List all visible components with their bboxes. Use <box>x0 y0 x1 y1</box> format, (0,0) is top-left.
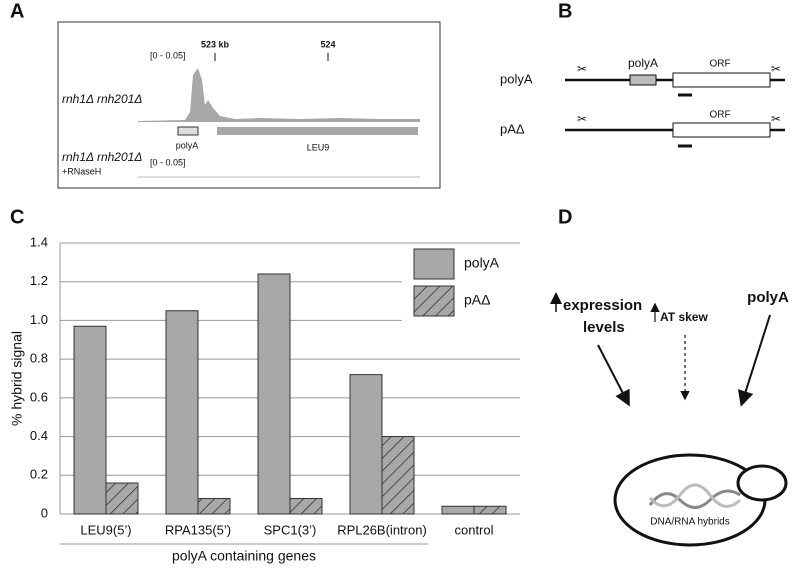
bar <box>473 505 507 515</box>
bar <box>197 498 231 515</box>
polyA-box <box>629 74 657 86</box>
scissors: ✂ <box>771 62 781 76</box>
group-label: polyA containing genes <box>172 548 316 564</box>
bar-chart: 0 0.2 0.4 0.6 0.8 1.0 1.2 1.4 % hybrid signal LEU… <box>9 234 520 564</box>
y-tick-label: 0.6 <box>30 389 48 404</box>
legend-swatch <box>413 285 455 317</box>
nucleus <box>613 453 767 547</box>
arrow <box>738 314 771 407</box>
factor: AT skew <box>660 310 708 324</box>
box-label: ORF <box>709 110 730 121</box>
scissors: ✂ <box>771 112 781 126</box>
feature-label: polyA <box>176 140 199 150</box>
row-label: polyA <box>500 71 533 86</box>
y-tick-label: 1.0 <box>30 312 48 327</box>
hybrid-label: DNA/RNA hybrids <box>650 517 729 528</box>
scale: [0 - 0.05] <box>150 50 186 60</box>
feature-label: LEU9 <box>307 142 330 152</box>
bar <box>73 325 107 515</box>
y-axis-label: % hybrid signal <box>9 331 25 426</box>
orf-box <box>672 122 771 138</box>
hybrid-strand <box>648 483 742 508</box>
scale: [0 - 0.05] <box>150 157 186 167</box>
panel-label: D <box>558 206 572 228</box>
track-label: rnh1Δ rnh201Δ <box>62 150 142 164</box>
browser-frame <box>57 21 441 189</box>
polyA-feature <box>177 126 199 136</box>
x-tick-label: RPL26B(intron) <box>337 522 427 537</box>
bar <box>349 374 383 515</box>
scissors: ✂ <box>577 62 587 76</box>
row-label: pAΔ <box>500 121 525 136</box>
x-tick-label: RPA135(5’) <box>165 522 231 537</box>
coord: 523 kb <box>201 39 230 49</box>
x-tick-label: SPC1(3’) <box>264 522 317 537</box>
factor: polyA <box>747 289 789 306</box>
factor: levels <box>583 319 625 336</box>
y-tick-label: 1.4 <box>30 234 48 249</box>
arrow <box>597 344 630 407</box>
track-note: +RNaseH <box>62 166 101 176</box>
x-tick-label: LEU9(5’) <box>80 522 131 537</box>
panel-label: B <box>558 0 572 22</box>
bar <box>441 505 475 515</box>
coord: 524 <box>320 39 335 49</box>
y-tick-label: 0.2 <box>30 467 48 482</box>
legend-label: polyA <box>464 255 500 271</box>
box-label: ORF <box>709 59 730 70</box>
bar <box>165 310 199 515</box>
factor: expression <box>563 297 642 314</box>
y-tick-label: 0 <box>41 505 48 520</box>
coverage-track <box>138 68 420 122</box>
y-tick-label: 0.8 <box>30 351 48 366</box>
legend-label: pAΔ <box>464 292 490 308</box>
panel-label: C <box>10 206 24 228</box>
track-label: rnh1Δ rnh201Δ <box>62 92 142 106</box>
bar <box>105 482 139 515</box>
y-tick-label: 1.2 <box>30 273 48 288</box>
nucleolus <box>736 464 788 502</box>
x-tick-label: control <box>454 522 493 537</box>
gene-feature <box>217 127 418 135</box>
scissors: ✂ <box>577 112 587 126</box>
bar <box>289 498 323 515</box>
legend-swatch <box>413 248 455 280</box>
bar <box>381 436 415 515</box>
bar <box>257 273 291 515</box>
box-label: polyA <box>628 56 658 70</box>
panel-label: A <box>10 0 24 22</box>
orf-box <box>672 72 771 88</box>
y-tick-label: 0.4 <box>30 428 48 443</box>
hybrid-strand <box>648 489 741 509</box>
